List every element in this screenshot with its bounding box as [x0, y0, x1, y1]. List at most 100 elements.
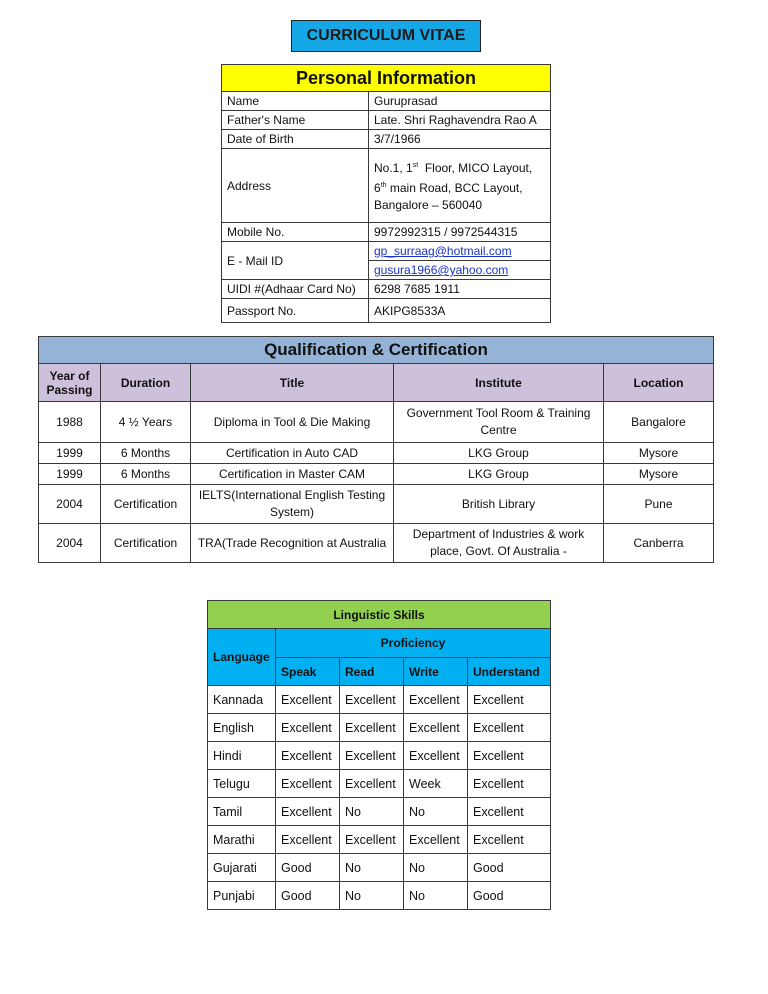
personal-row: Mobile No. 9972992315 / 9972544315	[221, 222, 551, 242]
proficiency-cell: Excellent	[466, 769, 552, 798]
table-cell: LKG Group	[393, 442, 604, 464]
table-cell: LKG Group	[393, 463, 604, 485]
address-value: No.1, 1st Floor, MICO Layout, 6th main Ro…	[368, 148, 551, 223]
table-cell: 2004	[38, 484, 101, 524]
proficiency-cell: Excellent	[275, 797, 340, 826]
table-row: 1999 6 Months Certification in Auto CAD LKG…	[38, 442, 715, 464]
table-cell: Mysore	[602, 442, 715, 464]
personal-label: Date of Birth	[221, 129, 369, 149]
table-cell: TRA(Trade Recognition at Australia	[190, 523, 394, 563]
column-header: Duration	[100, 363, 191, 402]
table-row: 1999 6 Months Certification in Master CAM L…	[38, 463, 715, 485]
table-cell: 1999	[38, 463, 101, 485]
proficiency-cell: Good	[466, 853, 552, 882]
table-cell: 4 ½ Years	[100, 401, 191, 443]
language-row: Telugu Excellent Excellent Week Excellent	[207, 769, 552, 798]
email-label: E - Mail ID	[221, 241, 369, 280]
proficiency-cell: No	[403, 797, 468, 826]
proficiency-cell: Excellent	[275, 769, 340, 798]
table-cell: 2004	[38, 523, 101, 563]
personal-label: Passport No.	[221, 298, 369, 323]
table-cell: Certification in Auto CAD	[190, 442, 394, 464]
proficiency-column-header: Write	[403, 657, 468, 686]
table-row: 2004 Certification IELTS(International Eng…	[38, 484, 715, 524]
proficiency-cell: Week	[403, 769, 468, 798]
table-row: 1988 4 ½ Years Diploma in Tool & Die Makin…	[38, 401, 715, 443]
language-row: Marathi Excellent Excellent Excellent Excell…	[207, 825, 552, 854]
personal-label: Address	[221, 148, 369, 223]
personal-value: 3/7/1966	[368, 129, 551, 149]
proficiency-cell: Excellent	[466, 713, 552, 742]
proficiency-cell: Excellent	[466, 685, 552, 714]
language-row: English Excellent Excellent Excellent Excell…	[207, 713, 552, 742]
proficiency-cell: Excellent	[403, 825, 468, 854]
email-link[interactable]: gusura1966@yahoo.com	[374, 263, 509, 277]
table-row: 2004 Certification TRA(Trade Recognition a…	[38, 523, 715, 563]
table-cell: Pune	[602, 484, 715, 524]
proficiency-cell: Excellent	[275, 825, 340, 854]
language-name: Telugu	[207, 769, 276, 798]
personal-label: UIDI #(Adhaar Card No)	[221, 279, 369, 299]
proficiency-cell: Good	[466, 881, 552, 910]
email-row: E - Mail ID gp_surraag@hotmail.com	[221, 241, 551, 280]
proficiency-cell: No	[339, 853, 404, 882]
column-header: Institute	[393, 363, 604, 402]
proficiency-cell: Excellent	[466, 741, 552, 770]
column-header: Year of Passing	[38, 363, 101, 402]
language-name: Hindi	[207, 741, 276, 770]
proficiency-column-header: Read	[339, 657, 404, 686]
proficiency-cell: Excellent	[339, 713, 404, 742]
personal-value: Guruprasad	[368, 91, 551, 111]
language-name: Marathi	[207, 825, 276, 854]
personal-row: Name Guruprasad	[221, 91, 551, 111]
language-name: Gujarati	[207, 853, 276, 882]
proficiency-cell: Excellent	[339, 685, 404, 714]
personal-label: Mobile No.	[221, 222, 369, 242]
table-cell: IELTS(International English Testing Syst…	[190, 484, 394, 524]
linguistic-skills-table: Linguistic Skills Language Proficiency S…	[206, 600, 552, 910]
language-row: Hindi Excellent Excellent Excellent Excellen…	[207, 741, 552, 770]
table-cell: Certification	[100, 484, 191, 524]
personal-label: Name	[221, 91, 369, 111]
personal-value: 6298 7685 1911	[368, 279, 551, 299]
proficiency-cell: No	[403, 881, 468, 910]
qualification-table: Qualification & Certification Year of Pa…	[37, 336, 715, 563]
cv-title: CURRICULUM VITAE	[291, 20, 481, 52]
proficiency-cell: Excellent	[403, 685, 468, 714]
table-cell: 6 Months	[100, 442, 191, 464]
proficiency-cell: Good	[275, 853, 340, 882]
table-cell: British Library	[393, 484, 604, 524]
proficiency-cell: Excellent	[403, 741, 468, 770]
personal-value: 9972992315 / 9972544315	[368, 222, 551, 242]
table-cell: 1988	[38, 401, 101, 443]
language-name: English	[207, 713, 276, 742]
proficiency-header: Proficiency	[274, 628, 552, 658]
language-row: Kannada Excellent Excellent Excellent Excell…	[207, 685, 552, 714]
personal-label: Father's Name	[221, 110, 369, 130]
personal-row: UIDI #(Adhaar Card No) 6298 7685 1911	[221, 279, 551, 299]
language-row: Tamil Excellent No No Excellent	[207, 797, 552, 826]
proficiency-cell: No	[339, 881, 404, 910]
personal-row: Date of Birth 3/7/1966	[221, 129, 551, 149]
table-cell: Mysore	[602, 463, 715, 485]
personal-row: Address No.1, 1st Floor, MICO Layout, 6th …	[221, 148, 551, 223]
proficiency-cell: No	[403, 853, 468, 882]
table-cell: Certification in Master CAM	[190, 463, 394, 485]
qualification-heading: Qualification & Certification	[37, 336, 715, 364]
personal-row: Father's Name Late. Shri Raghavendra Rao …	[221, 110, 551, 130]
proficiency-column-header: Understand	[466, 657, 552, 686]
personal-heading: Personal Information	[221, 64, 551, 92]
email-link[interactable]: gp_surraag@hotmail.com	[374, 244, 512, 258]
personal-value: AKIPG8533A	[368, 298, 551, 323]
proficiency-cell: Excellent	[466, 825, 552, 854]
language-header: Language	[207, 628, 276, 686]
table-cell: Government Tool Room & Training Centre	[393, 401, 604, 443]
language-name: Kannada	[207, 685, 276, 714]
proficiency-cell: Excellent	[403, 713, 468, 742]
table-cell: 1999	[38, 442, 101, 464]
proficiency-column-header: Speak	[275, 657, 340, 686]
table-cell: Department of Industries & work place, G…	[393, 523, 604, 563]
table-cell: 6 Months	[100, 463, 191, 485]
personal-row: Passport No. AKIPG8533A	[221, 298, 551, 323]
